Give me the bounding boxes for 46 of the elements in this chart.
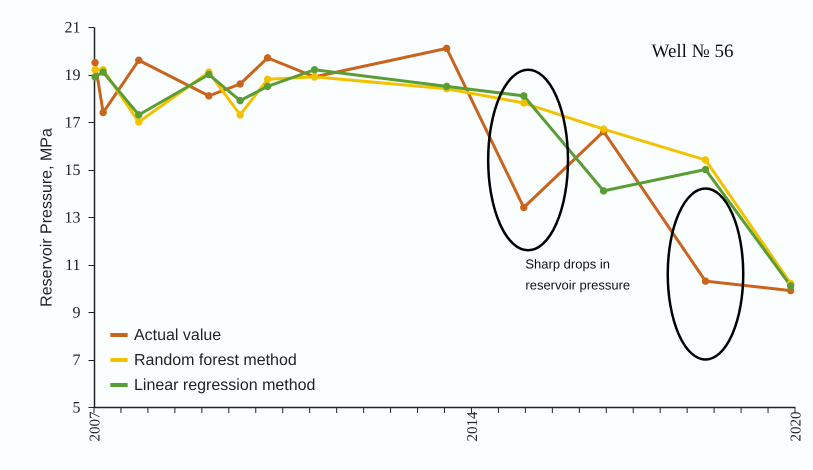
annotation: Sharp drops in reservoir pressure <box>525 256 630 292</box>
point <box>91 66 99 74</box>
point <box>236 80 244 88</box>
point <box>520 204 528 212</box>
point <box>264 76 272 83</box>
point <box>520 99 528 107</box>
point <box>236 111 244 119</box>
y-tick-label: 11 <box>65 257 80 274</box>
y-tick-label: 19 <box>64 67 80 84</box>
point <box>264 82 272 90</box>
annotation: Well № 56 <box>652 40 734 62</box>
point <box>520 92 528 100</box>
y-tick-label: 5 <box>72 400 80 416</box>
y-tick-label: 15 <box>64 162 80 179</box>
x-tick-label: 2020 <box>788 412 804 442</box>
point <box>442 44 450 52</box>
y-tick-label: 7 <box>72 352 80 369</box>
x-tick-label: 2014 <box>464 411 481 442</box>
point <box>99 68 107 76</box>
point <box>135 111 142 119</box>
point <box>442 82 450 90</box>
point <box>99 108 107 116</box>
point <box>786 282 794 290</box>
point <box>600 125 608 133</box>
point <box>702 277 710 285</box>
y-axis-title: Reservoir Pressure, MPa <box>38 128 56 307</box>
legend-label: Linear regression method <box>134 377 316 394</box>
point <box>236 96 244 104</box>
point <box>135 118 142 126</box>
point <box>205 92 213 100</box>
point <box>205 70 213 78</box>
point <box>264 54 272 62</box>
y-tick-label: 9 <box>72 304 80 322</box>
y-tick-label: 21 <box>64 20 80 36</box>
point <box>310 66 318 74</box>
point <box>702 166 710 174</box>
point <box>91 73 99 81</box>
point <box>135 56 142 64</box>
x-tick-label: 2007 <box>88 411 104 442</box>
point <box>91 58 99 66</box>
legend-label: Actual value <box>134 327 222 344</box>
point <box>600 187 608 195</box>
point <box>702 156 710 164</box>
y-tick-label: 17 <box>64 114 80 132</box>
legend-label: Random forest method <box>134 352 297 369</box>
y-tick-label: 13 <box>64 210 80 226</box>
